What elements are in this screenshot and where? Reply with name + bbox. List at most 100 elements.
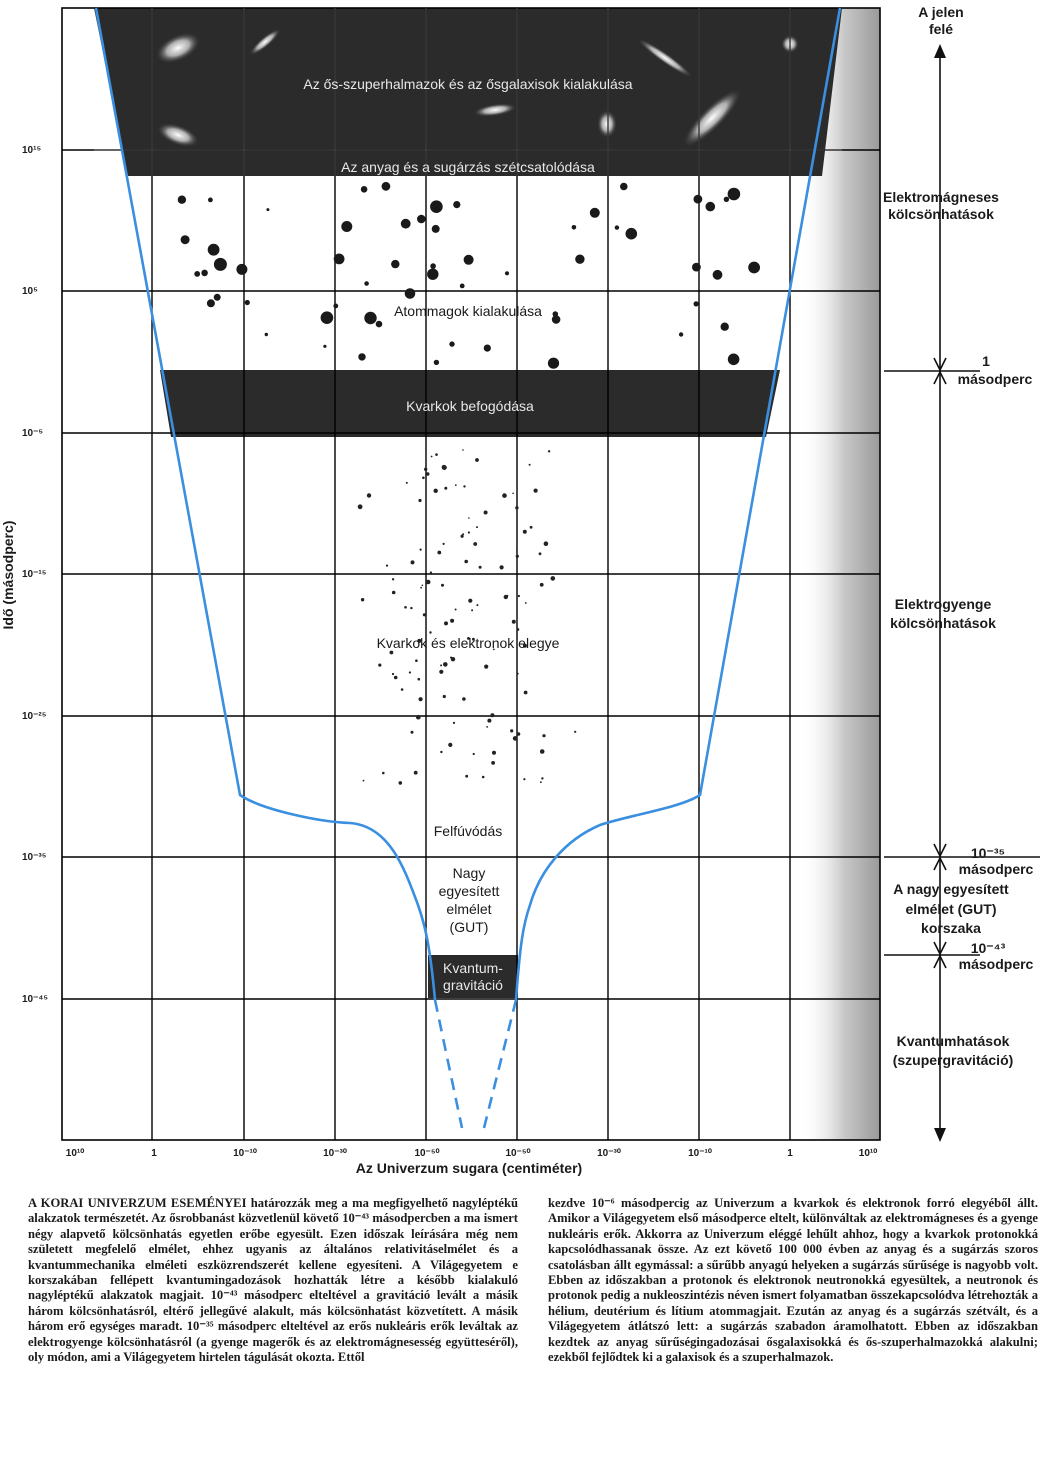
particle-dot	[443, 662, 448, 667]
particle-dot	[459, 283, 465, 289]
particle-dot	[462, 449, 464, 451]
particle-dot	[441, 583, 444, 587]
particle-dot	[266, 208, 270, 212]
gut-label-2: egyesített	[439, 883, 500, 899]
quark-electron-particles	[357, 449, 577, 785]
particle-dot	[433, 359, 440, 366]
particle-dot	[391, 590, 396, 595]
particle-dot	[571, 225, 577, 230]
particle-dot	[358, 353, 366, 361]
particle-dot	[516, 672, 519, 675]
gut-era-1: A nagy egyesített	[893, 881, 1009, 897]
particle-dot	[625, 227, 638, 240]
particle-dot	[450, 618, 455, 623]
curve-right-extrapolated	[482, 999, 518, 1129]
band-grid-overlay	[94, 8, 842, 176]
particle-dot	[441, 464, 447, 470]
electroweak-1: Elektrogyenge	[895, 596, 992, 612]
gut-label-4: (GUT)	[450, 919, 489, 935]
particle-dot	[393, 675, 398, 680]
particle-dot	[467, 531, 470, 534]
caption-left-text: határozzák meg a ma megfigyelhető nagylé…	[28, 1196, 518, 1365]
particle-dot	[419, 548, 422, 551]
particle-dot	[408, 671, 411, 674]
particle-dot	[417, 638, 422, 643]
y-tick: 10⁵	[22, 286, 38, 297]
particle-dot	[472, 637, 475, 641]
gut-label-1: Nagy	[453, 865, 486, 881]
particle-dot	[426, 472, 430, 476]
particle-dot	[614, 225, 620, 230]
particle-dot	[404, 288, 416, 299]
particle-dot	[547, 357, 560, 369]
particle-dot	[207, 243, 220, 256]
particle-dot	[462, 697, 466, 701]
particle-dot	[487, 718, 492, 723]
particle-dot	[391, 578, 395, 581]
particle-dot	[364, 311, 377, 325]
x-tick: 10¹⁰	[66, 1148, 84, 1159]
x-tick: 10⁻⁵⁰	[505, 1148, 530, 1159]
t35-2: másodperc	[959, 861, 1034, 877]
particle-dot	[468, 517, 470, 519]
nuclei-formation-label: Atommagok kialakulása	[394, 303, 542, 319]
particle-dot	[516, 732, 521, 736]
particle-dot	[481, 775, 485, 779]
particle-dot	[437, 550, 442, 555]
particle-dot	[400, 218, 411, 229]
particle-dot	[439, 669, 444, 674]
particle-dot	[194, 271, 201, 277]
quantum-gravity-band	[428, 955, 518, 998]
particle-dot	[357, 504, 363, 510]
y-tick: 10¹⁵	[22, 145, 41, 156]
particle-dot	[416, 714, 421, 720]
particle-dot	[375, 320, 383, 328]
particle-dot	[382, 771, 385, 775]
particle-dot	[430, 455, 433, 458]
particle-dot	[529, 525, 533, 529]
arrow-down-icon	[934, 1128, 946, 1142]
one-second-1: 1	[982, 353, 990, 369]
particle-dot	[692, 262, 701, 272]
particle-dot	[389, 650, 394, 655]
particle-dot	[620, 182, 628, 191]
particle-dot	[748, 261, 760, 274]
particle-dot	[398, 781, 403, 785]
particle-dot	[528, 463, 531, 466]
particle-dot	[504, 271, 510, 276]
particle-dot	[415, 659, 418, 662]
particle-dot	[201, 269, 208, 277]
particle-dot	[452, 721, 456, 725]
particle-dot	[502, 493, 507, 498]
particle-dot	[431, 224, 440, 233]
y-tick: 10⁻³⁵	[22, 852, 47, 863]
particle-dot	[362, 779, 365, 782]
y-tick: 10⁻¹⁵	[22, 569, 47, 580]
particle-dot	[720, 322, 729, 331]
particle-dot	[476, 526, 478, 529]
particle-dot	[727, 187, 741, 201]
caption-right-column: kezdve 10⁻⁶ másodpercig az Univerzum a k…	[548, 1196, 1038, 1365]
particle-dot	[472, 752, 475, 756]
particle-dot	[538, 552, 542, 556]
right-timeline	[884, 44, 1040, 1142]
em-interactions-1: Elektromágneses	[883, 189, 999, 205]
galaxy-icons	[155, 28, 799, 148]
particle-dot	[453, 201, 461, 209]
early-universe-diagram: Az ős-szuperhalmazok és az ősgalaxisok k…	[0, 4, 1040, 1176]
y-tick: 10⁻⁴⁵	[22, 994, 48, 1005]
x-tick: 10⁻¹⁰	[688, 1148, 712, 1159]
particle-dot	[542, 734, 546, 738]
tick-marker-icon	[933, 941, 947, 969]
particle-dot	[517, 594, 521, 598]
particle-dot	[483, 344, 491, 352]
particle-dot	[678, 332, 684, 337]
particle-dot	[444, 621, 448, 626]
quantum-effects-2: (szupergravitáció)	[893, 1052, 1014, 1068]
particle-dot	[360, 598, 365, 602]
particle-dot	[511, 619, 516, 624]
particle-dot	[213, 293, 221, 301]
t43-1: 10⁻⁴³	[971, 940, 1006, 956]
particle-dot	[693, 194, 703, 204]
caption-lead: A korai Univerzum eseményei	[28, 1196, 247, 1210]
